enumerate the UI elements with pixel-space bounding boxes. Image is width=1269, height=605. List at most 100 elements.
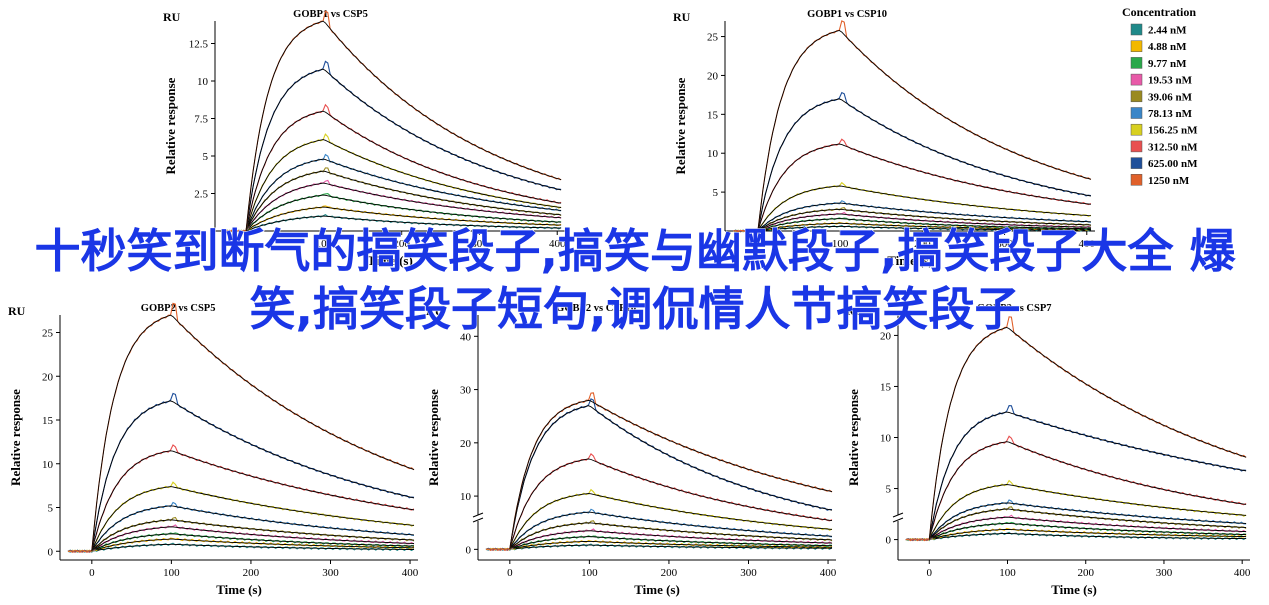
y-axis-label: Relative response (673, 77, 688, 174)
x-tick-label: 300 (322, 567, 339, 579)
series-5-fit (245, 170, 562, 232)
x-tick-label: 100 (163, 567, 180, 579)
unit-label: RU (846, 304, 864, 318)
panel-title: GOBP2 vs CSP5 (141, 303, 216, 314)
axis-break-mark (472, 512, 484, 518)
series-3-fit (757, 218, 1091, 232)
y-tick-label: 10 (42, 459, 54, 471)
axis-break-mark (892, 517, 904, 523)
y-tick-label: 12.5 (189, 39, 209, 51)
legend-label: 625.00 nM (1148, 158, 1198, 170)
x-tick-label: 100 (832, 238, 849, 250)
legend-label: 19.53 nM (1148, 75, 1193, 87)
chart-panel-1: 0 100 200 300 400 2.5 5 7.5 10 12.5 GOBP1 vs CSP5 R… (163, 9, 566, 268)
y-tick-label: 5 (886, 484, 892, 496)
unit-label: RU (8, 304, 26, 318)
legend-title: Concentration (1122, 5, 1196, 19)
series-5-fit (757, 208, 1091, 232)
series-9-fit (509, 405, 833, 550)
x-tick-label: 300 (996, 238, 1013, 250)
legend-label: 9.77 nM (1148, 58, 1187, 70)
series-5-fit (509, 522, 833, 550)
legend-swatch (1130, 157, 1143, 169)
x-tick-label: 300 (1156, 567, 1173, 579)
series-3-fit (509, 536, 832, 550)
x-axis-label: Time (s) (367, 253, 413, 268)
x-tick-label: 100 (316, 238, 333, 250)
unit-label: RU (163, 10, 181, 24)
series-6-fit (245, 158, 562, 232)
series-5-fit (928, 508, 1247, 540)
series-10-fit (509, 399, 833, 550)
series-6-fit (757, 202, 1091, 232)
series-8-fit (245, 110, 562, 232)
legend-label: 2.44 nM (1148, 25, 1187, 37)
panel-title: GOBP1 vs CSP5 (293, 9, 368, 20)
series-8-fit (928, 441, 1247, 540)
series-2-fit (757, 222, 1091, 232)
series-8-fit (757, 143, 1091, 232)
legend-swatch (1130, 174, 1143, 186)
y-tick-label: 5 (48, 503, 54, 515)
y-tick-label: 15 (707, 109, 719, 121)
x-tick-label: 0 (755, 238, 761, 250)
series-7-fit (757, 185, 1091, 232)
series-2-fit (509, 540, 833, 550)
y-tick-label: 40 (460, 331, 472, 343)
legend-label: 1250 nM (1148, 175, 1190, 187)
legend-label: 78.13 nM (1148, 108, 1193, 120)
series-7-fit (245, 139, 562, 232)
series-6-fit (928, 502, 1247, 540)
series-10-fit (757, 30, 1092, 232)
x-axis-label: Time (s) (216, 582, 262, 597)
series-6-fit (509, 511, 833, 550)
y-tick-label: 25 (707, 32, 719, 44)
y-axis-label: Relative response (8, 389, 23, 486)
y-tick-label: 0 (466, 544, 472, 556)
legend-label: 39.06 nM (1148, 91, 1193, 103)
panel-title: GOBP2 vs CSP7 (977, 303, 1052, 314)
y-tick-label: 10 (707, 148, 719, 160)
x-tick-label: 200 (393, 238, 410, 250)
x-tick-label: 300 (471, 238, 488, 250)
x-axis-label: Time (s) (887, 253, 933, 268)
series-2-fit (929, 528, 1247, 541)
x-tick-label: 400 (402, 567, 419, 579)
axis-break-mark (892, 512, 904, 518)
y-tick-label: 20 (42, 371, 54, 383)
legend-swatch (1130, 90, 1143, 103)
x-tick-label: 400 (1234, 567, 1251, 579)
x-tick-label: 200 (914, 238, 931, 250)
y-tick-label: 10 (460, 491, 472, 503)
series-10-line (905, 316, 1247, 542)
y-tick-label: 10 (880, 433, 892, 445)
x-tick-label: 400 (820, 567, 837, 579)
series-8-fit (509, 458, 833, 550)
series-1-fit (91, 543, 414, 552)
series-8-fit (91, 450, 415, 552)
axis-break-gap (894, 515, 902, 521)
y-tick-label: 0 (48, 546, 54, 558)
x-tick-label: 200 (661, 567, 678, 579)
series-10-line (485, 392, 833, 551)
series-8-line (733, 138, 1092, 233)
overlay-caption: 十秒笑到断气的搞笑段子,搞笑与幽默段子,搞笑段子大全 爆笑,搞笑段子短句,调侃情… (34, 224, 1236, 337)
legend-swatch (1130, 57, 1143, 69)
series-9-line (485, 398, 833, 551)
axis-break-mark (472, 517, 484, 523)
legend-swatch (1130, 23, 1143, 36)
y-axis-label: Relative response (426, 389, 441, 486)
x-tick-label: 200 (243, 567, 260, 579)
series-10-fit (928, 327, 1247, 540)
series-4-fit (509, 530, 833, 550)
legend-label: 4.88 nM (1148, 41, 1187, 53)
legend-swatch (1130, 123, 1143, 136)
y-tick-label: 0 (886, 535, 892, 547)
series-9-fit (757, 98, 1091, 232)
chart-panel-4: 0 100 200 300 400 0 10 20 30 40 GOBP2 vs CSP10 RU Ti… (426, 303, 837, 597)
legend-swatch (1130, 40, 1143, 52)
series-1-fit (509, 544, 832, 550)
legend-swatch (1130, 73, 1143, 86)
y-tick-label: 20 (880, 330, 892, 342)
